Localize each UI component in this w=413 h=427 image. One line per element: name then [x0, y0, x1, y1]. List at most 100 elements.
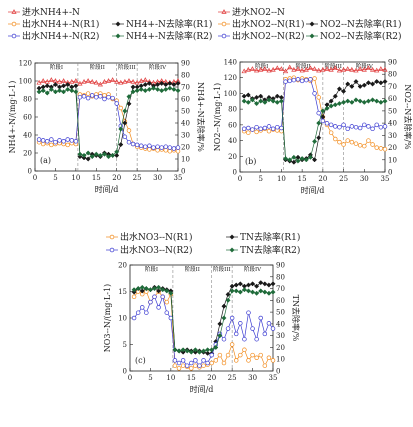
data-point-0-4-25 — [138, 86, 144, 92]
data-point-2-3-13 — [184, 348, 190, 354]
data-point-2-1-28 — [245, 282, 252, 288]
y-tick-label-1-1: 20 — [228, 153, 237, 161]
data-point-0-0-16 — [101, 78, 108, 84]
data-point-0-3-3 — [49, 137, 54, 142]
y-tick-label-1-4: 80 — [228, 106, 237, 114]
data-point-1-2-32 — [374, 79, 380, 85]
data-point-2-0-21 — [217, 352, 223, 358]
y-tick-label-1-6: 120 — [224, 74, 237, 82]
data-point-0-0-8 — [69, 78, 75, 84]
y2-tick-label-0-7: 70 — [181, 84, 190, 92]
legend-c-2: 出水NO3--N(R2) — [120, 244, 192, 256]
data-point-0-3-0 — [36, 137, 42, 142]
data-point-2-0-34 — [270, 358, 276, 363]
x-tick-label-1-1: 5 — [258, 175, 262, 183]
data-point-1-4-6 — [266, 97, 272, 103]
data-point-2-2-24 — [229, 315, 235, 321]
data-point-0-0-1 — [40, 78, 46, 83]
data-point-2-3-32 — [262, 289, 268, 295]
data-point-0-4-20 — [118, 126, 124, 132]
data-point-2-0-8 — [164, 299, 170, 305]
data-point-0-0-15 — [97, 81, 103, 87]
y2-tick-label-0-5: 50 — [181, 108, 190, 116]
data-point-2-1-21 — [217, 321, 223, 327]
data-point-0-1-32 — [167, 148, 173, 154]
data-point-0-3-8 — [69, 138, 75, 143]
data-point-1-4-9 — [278, 98, 284, 104]
data-point-2-0-33 — [266, 355, 272, 361]
data-point-1-0-27 — [353, 67, 359, 73]
legend-a-3: 出水NH4+-N(R2) — [22, 30, 99, 42]
data-point-1-3-8 — [275, 124, 280, 130]
data-point-1-0-1 — [245, 66, 251, 72]
data-point-1-3-12 — [291, 77, 297, 83]
data-point-1-3-26 — [349, 124, 355, 129]
data-point-2-0-24 — [229, 342, 235, 347]
y-tick-label-0-1: 20 — [23, 150, 32, 158]
data-point-2-3-3 — [143, 286, 149, 292]
data-point-1-1-28 — [357, 143, 363, 148]
x-tick-label-2-1: 5 — [148, 374, 152, 382]
data-point-2-3-34 — [270, 289, 276, 295]
y-axis-label-0: NH4+-N/(mg·L-1) — [8, 81, 17, 154]
data-point-0-3-15 — [98, 94, 103, 99]
y2-tick-label-1-0: 0 — [388, 169, 392, 177]
data-point-0-2-2 — [44, 83, 50, 89]
data-point-1-3-5 — [262, 125, 268, 131]
data-point-1-2-23 — [336, 86, 342, 92]
data-point-2-3-6 — [156, 284, 162, 290]
series-line-1-1 — [244, 77, 386, 150]
data-point-1-0-20 — [324, 66, 330, 71]
legend-a-1: 出水NH4+-N(R1) — [22, 18, 99, 30]
data-point-1-0-12 — [291, 66, 297, 72]
data-point-0-2-27 — [146, 80, 152, 86]
y-tick-label-0-2: 40 — [23, 132, 32, 140]
data-point-1-2-1 — [245, 92, 251, 98]
data-point-0-3-1 — [40, 138, 46, 143]
data-point-0-4-6 — [61, 89, 67, 95]
data-point-1-1-25 — [345, 138, 350, 143]
data-point-2-2-2 — [140, 305, 145, 310]
data-point-0-0-0 — [36, 79, 42, 85]
data-point-2-2-4 — [148, 299, 153, 305]
data-point-1-2-8 — [274, 93, 280, 99]
data-point-2-0-29 — [250, 352, 255, 358]
legend-marker-0-3 — [11, 33, 17, 39]
data-point-1-1-33 — [378, 146, 384, 151]
data-point-1-4-12 — [291, 154, 297, 160]
data-point-0-0-21 — [122, 78, 128, 84]
data-point-2-3-24 — [229, 288, 235, 294]
data-point-0-1-29 — [155, 148, 160, 153]
data-point-1-4-4 — [258, 98, 264, 104]
y2-tick-label-1-9: 90 — [388, 59, 397, 67]
data-point-1-4-17 — [312, 138, 318, 144]
data-point-2-1-30 — [254, 283, 260, 289]
data-point-1-0-3 — [253, 67, 260, 73]
data-point-2-2-19 — [209, 352, 214, 358]
data-point-1-2-12 — [291, 159, 297, 165]
data-point-2-2-31 — [258, 315, 263, 321]
legend-a-4: NH4+-N去除率(R2) — [126, 30, 212, 42]
y2-tick-label-2-5: 50 — [276, 309, 285, 317]
data-point-0-1-1 — [40, 141, 46, 147]
y2-tick-label-1-1: 10 — [388, 156, 397, 164]
data-point-2-2-0 — [131, 315, 137, 321]
data-point-0-2-34 — [175, 80, 181, 86]
data-point-2-0-25 — [233, 358, 239, 363]
legend-marker-1-1 — [221, 21, 227, 27]
data-point-1-2-31 — [370, 81, 376, 87]
legend-c-1: TN去除率(R1) — [240, 231, 300, 243]
data-point-2-3-21 — [217, 333, 223, 339]
y-axis-label-1: NO2--N/(mg·L-1) — [213, 83, 222, 151]
x-tick-label-1-0: 0 — [238, 175, 242, 183]
data-point-1-0-25 — [345, 66, 351, 71]
data-point-2-2-27 — [242, 336, 247, 342]
data-point-2-1-6 — [156, 288, 162, 294]
y2-tick-label-1-7: 70 — [388, 83, 397, 91]
data-point-1-1-22 — [333, 136, 338, 142]
data-point-0-3-22 — [126, 139, 132, 145]
data-point-1-4-28 — [357, 98, 363, 104]
data-point-1-1-23 — [337, 139, 342, 145]
data-point-2-2-32 — [262, 331, 268, 337]
data-point-1-1-34 — [382, 146, 388, 152]
